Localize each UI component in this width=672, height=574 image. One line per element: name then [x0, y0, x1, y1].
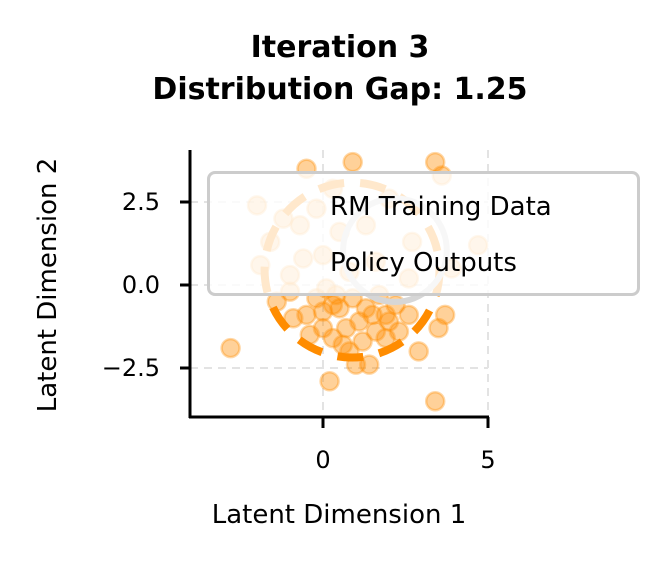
data-point — [434, 304, 456, 326]
data-point — [378, 311, 400, 332]
y-tick-label: 0.0 — [121, 271, 160, 299]
x-axis-label: Latent Dimension 1 — [211, 500, 467, 530]
data-point — [312, 317, 334, 339]
data-point — [312, 301, 334, 322]
data-point — [365, 321, 387, 342]
data-point — [408, 341, 429, 362]
data-point — [428, 317, 449, 339]
data-point — [296, 304, 317, 326]
data-point — [398, 304, 420, 326]
data-point — [355, 297, 377, 319]
y-axis-label: Latent Dimension 2 — [33, 157, 63, 413]
y-tick-label: 2.5 — [121, 188, 160, 216]
chart-title-line1: Iteration 3 — [250, 30, 430, 65]
data-point — [319, 371, 340, 392]
data-point — [352, 331, 373, 352]
data-point — [424, 390, 446, 412]
legend-item-policy-outputs: Policy Outputs — [330, 248, 517, 278]
legend: RM Training Data Policy Outputs — [207, 171, 640, 296]
x-tick-label: 0 — [315, 446, 331, 474]
data-point — [362, 304, 383, 326]
data-point — [283, 307, 304, 329]
chart-title-line2: Distribution Gap: 1.25 — [152, 72, 528, 107]
data-point — [220, 337, 241, 359]
data-point — [375, 304, 396, 326]
x-tick-label: 5 — [480, 446, 496, 474]
legend-item-rm-training-data: RM Training Data — [330, 192, 552, 222]
data-point — [342, 151, 363, 173]
data-point — [329, 297, 350, 319]
y-tick-label: −2.5 — [101, 354, 160, 382]
data-point — [322, 327, 344, 349]
data-point — [335, 317, 357, 339]
data-point — [349, 311, 370, 332]
data-point — [358, 354, 380, 375]
axes — [180, 150, 490, 428]
